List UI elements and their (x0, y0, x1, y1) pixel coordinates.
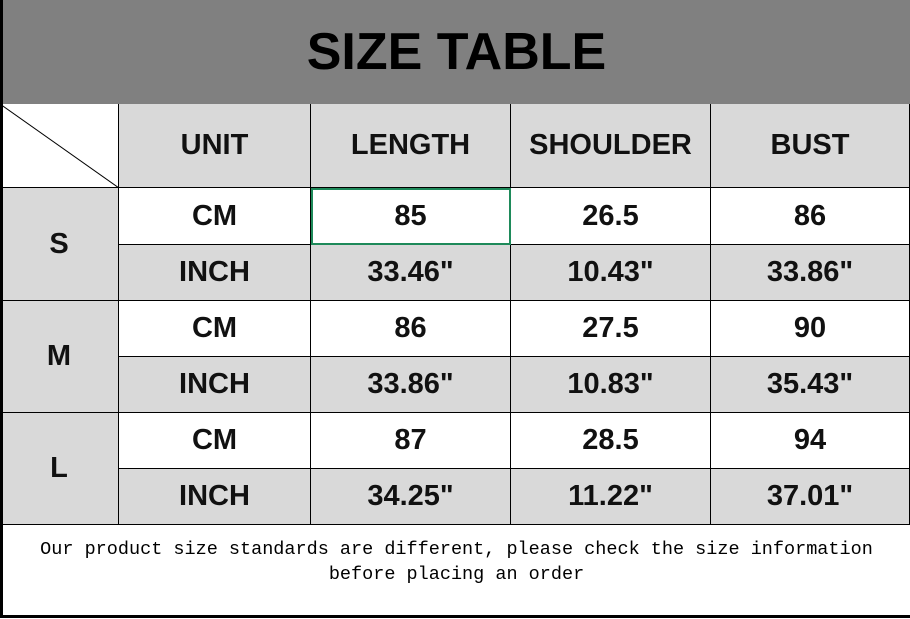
table-cell[interactable]: 94 (711, 413, 910, 469)
table-cell[interactable]: INCH (119, 245, 311, 301)
table-cell[interactable]: 10.43" (511, 245, 711, 301)
table-cell[interactable]: 33.86" (711, 245, 910, 301)
table-cell[interactable]: 34.25" (311, 469, 511, 525)
table-cell[interactable]: CM (119, 188, 311, 245)
table-cell[interactable]: 85 (311, 188, 511, 245)
table-cell[interactable]: 27.5 (511, 301, 711, 357)
header-unit[interactable]: UNIT (119, 104, 311, 188)
corner-cell (0, 104, 119, 188)
table-left-border (0, 104, 3, 525)
table-cell[interactable]: 28.5 (511, 413, 711, 469)
table-cell[interactable]: CM (119, 301, 311, 357)
table-cell[interactable]: 10.83" (511, 357, 711, 413)
table-cell[interactable]: 35.43" (711, 357, 910, 413)
table-cell[interactable]: 33.86" (311, 357, 511, 413)
table-cell[interactable]: 90 (711, 301, 910, 357)
size-label-s[interactable]: S (0, 188, 119, 301)
size-label-m[interactable]: M (0, 301, 119, 413)
table-cell[interactable]: 87 (311, 413, 511, 469)
table-cell[interactable]: INCH (119, 357, 311, 413)
diagonal-line (0, 104, 119, 188)
table-cell[interactable]: 86 (711, 188, 910, 245)
table-title: SIZE TABLE (0, 0, 910, 104)
header-shoulder[interactable]: SHOULDER (511, 104, 711, 188)
size-note: Our product size standards are different… (0, 525, 910, 618)
table-cell[interactable]: 37.01" (711, 469, 910, 525)
table-cell[interactable]: 11.22" (511, 469, 711, 525)
size-label-l[interactable]: L (0, 413, 119, 525)
table-cell[interactable]: CM (119, 413, 311, 469)
header-bust[interactable]: BUST (711, 104, 910, 188)
header-length[interactable]: LENGTH (311, 104, 511, 188)
table-cell[interactable]: INCH (119, 469, 311, 525)
table-cell[interactable]: 33.46" (311, 245, 511, 301)
table-cell[interactable]: 26.5 (511, 188, 711, 245)
table-cell[interactable]: 86 (311, 301, 511, 357)
